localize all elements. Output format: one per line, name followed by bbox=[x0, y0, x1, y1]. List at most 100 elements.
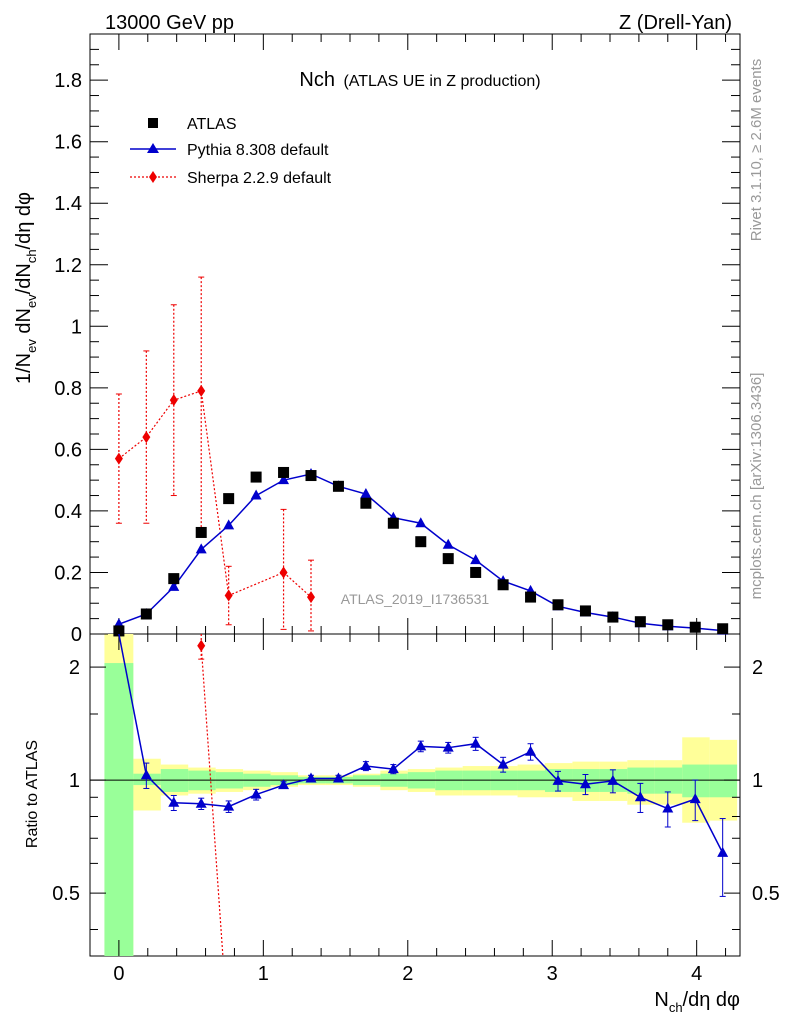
atlas-point bbox=[689, 621, 701, 633]
y-tick-label: 1.4 bbox=[54, 193, 82, 215]
y-tick-label: 0.8 bbox=[54, 378, 82, 400]
sherpa-point bbox=[279, 566, 288, 579]
atlas-point bbox=[140, 608, 152, 620]
x-tick-label: 0 bbox=[113, 963, 124, 985]
ratio-tick-label-right: 1 bbox=[752, 770, 763, 792]
ratio-tick-label-right: 0.5 bbox=[752, 883, 780, 905]
pythia-ratio-point bbox=[332, 772, 344, 783]
x-label-p1: ch bbox=[669, 1000, 683, 1015]
x-tick-label: 2 bbox=[402, 963, 413, 985]
atlas-point bbox=[305, 470, 317, 482]
ratio-band-inner bbox=[654, 767, 683, 794]
pythia-ratio-point bbox=[250, 788, 262, 799]
pythia-point bbox=[442, 538, 454, 549]
pythia-ratio-point bbox=[662, 802, 674, 813]
pythia-ratio-point bbox=[168, 796, 180, 807]
y-label-p6: /dη dφ bbox=[13, 192, 35, 249]
plot-title-sub: (ATLAS UE in Z production) bbox=[343, 73, 540, 90]
atlas-point bbox=[332, 480, 344, 492]
ratio-band-inner bbox=[682, 764, 710, 798]
y-tick-label: 0.4 bbox=[54, 501, 82, 523]
pythia-ratio-point bbox=[140, 769, 152, 780]
ratio-tick-label: 0.5 bbox=[52, 883, 80, 905]
sherpa-point bbox=[224, 589, 233, 602]
pythia-ratio-point bbox=[525, 745, 537, 756]
y-tick-label: 0.2 bbox=[54, 562, 82, 584]
pythia-point bbox=[195, 543, 207, 554]
pythia-ratio-point bbox=[552, 774, 564, 785]
atlas-point bbox=[525, 591, 537, 603]
ratio-tick-label: 2 bbox=[69, 657, 80, 679]
analysis-label: ATLAS_2019_I1736531 bbox=[341, 591, 490, 607]
pythia-ratio-point bbox=[607, 774, 619, 785]
atlas-point bbox=[250, 471, 262, 483]
pythia-point bbox=[278, 474, 290, 485]
ratio-y-label: Ratio to ATLAS bbox=[24, 740, 41, 848]
ratio-band-inner bbox=[104, 663, 134, 956]
y-label-p1: ev bbox=[24, 339, 39, 353]
atlas-point bbox=[497, 579, 509, 591]
legend-pythia-marker bbox=[147, 143, 159, 153]
pythia-point bbox=[360, 488, 372, 498]
y-label-p2: dN bbox=[13, 308, 35, 339]
sherpa-line bbox=[118, 390, 312, 598]
ratio-band-inner bbox=[709, 764, 738, 798]
atlas-point bbox=[387, 517, 399, 529]
pythia-ratio-point bbox=[305, 772, 317, 783]
atlas-point bbox=[634, 616, 646, 628]
pythia-point bbox=[470, 554, 482, 565]
x-label-p0: N bbox=[654, 989, 668, 1011]
atlas-point bbox=[195, 526, 207, 538]
ratio-tick-label-right: 2 bbox=[752, 657, 763, 679]
pythia-ratio-point bbox=[470, 737, 482, 748]
atlas-point bbox=[223, 493, 235, 505]
x-tick-label: 4 bbox=[691, 963, 702, 985]
plot-title: Nch (ATLAS UE in Z production) bbox=[299, 69, 540, 91]
header-left: 13000 GeV pp bbox=[105, 12, 234, 34]
pythia-ratio-point bbox=[717, 846, 729, 857]
y-label-p0: 1/N bbox=[13, 353, 35, 384]
atlas-point bbox=[717, 623, 729, 635]
y-axis-label: 1/Nev dNev/dNch/dη dφ bbox=[13, 192, 39, 384]
legend-sherpa-marker bbox=[149, 171, 157, 183]
atlas-point bbox=[360, 497, 372, 509]
pythia-ratio-point bbox=[195, 797, 207, 808]
pythia-line bbox=[118, 473, 723, 632]
pythia-point bbox=[223, 519, 235, 530]
y-label-p5: ch bbox=[24, 249, 39, 263]
sherpa-ratio-line bbox=[200, 645, 224, 957]
y-tick-label: 1.2 bbox=[54, 255, 82, 277]
atlas-point bbox=[552, 599, 564, 611]
y-label-p3: ev bbox=[24, 294, 39, 308]
pythia-point bbox=[168, 580, 180, 591]
y-tick-label: 1 bbox=[71, 316, 82, 338]
legend-sherpa-label: Sherpa 2.2.9 default bbox=[187, 170, 332, 187]
ratio-band-inner bbox=[627, 767, 655, 794]
atlas-point bbox=[278, 466, 290, 478]
pythia-ratio-point bbox=[278, 779, 290, 790]
y-tick-label: 0 bbox=[71, 624, 82, 646]
atlas-point bbox=[662, 619, 674, 631]
side-label-mcplots: mcplots.cern.ch [arXiv:1306.3436] bbox=[748, 373, 765, 600]
atlas-point bbox=[168, 573, 180, 585]
sherpa-point bbox=[114, 452, 123, 465]
atlas-point bbox=[415, 536, 427, 548]
sherpa-point bbox=[169, 394, 178, 407]
sherpa-point bbox=[307, 591, 315, 604]
y-tick-label: 1.6 bbox=[54, 132, 82, 154]
y-tick-label: 1.8 bbox=[54, 70, 82, 92]
x-tick-label: 3 bbox=[547, 963, 558, 985]
atlas-point bbox=[442, 553, 454, 565]
pythia-point bbox=[415, 517, 427, 528]
atlas-point bbox=[113, 625, 125, 637]
header-right: Z (Drell-Yan) bbox=[619, 12, 732, 34]
sherpa-point bbox=[197, 384, 206, 397]
side-label-rivet: Rivet 3.1.10, ≥ 2.6M events bbox=[748, 59, 765, 242]
ratio-panel-frame bbox=[89, 633, 741, 957]
pythia-ratio-point bbox=[579, 778, 591, 789]
plot-title-main: Nch bbox=[299, 69, 335, 91]
pythia-ratio-point bbox=[497, 758, 509, 769]
ratio-band-inner bbox=[133, 773, 161, 786]
atlas-point bbox=[607, 611, 619, 623]
